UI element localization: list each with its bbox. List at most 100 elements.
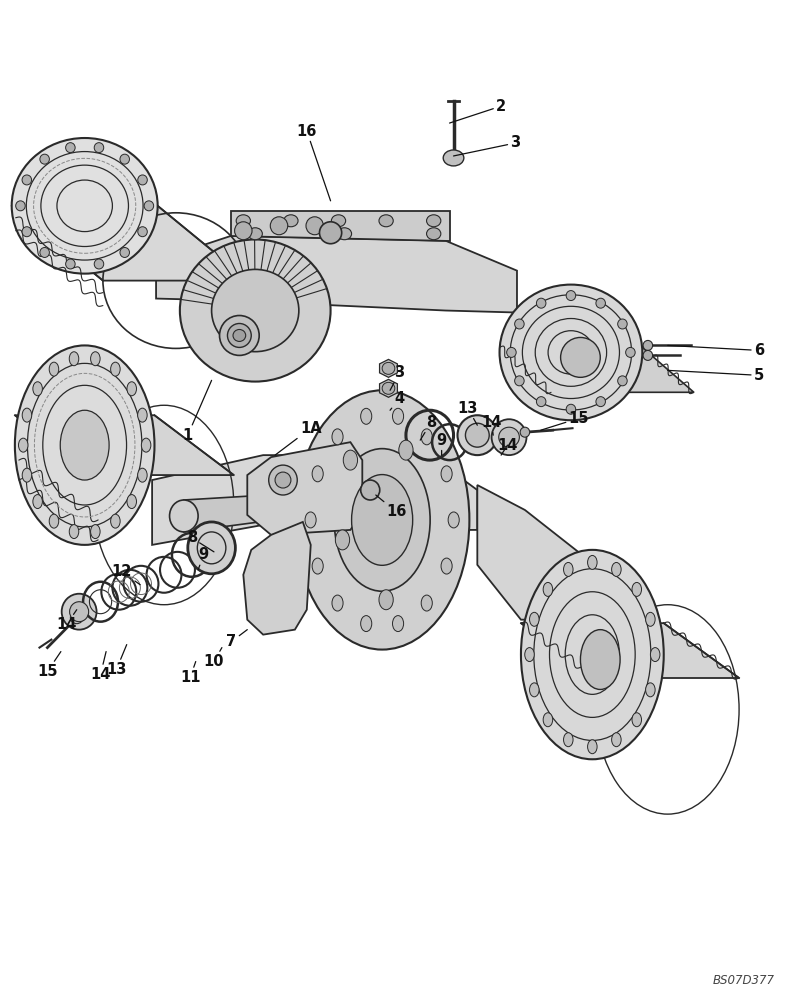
Ellipse shape — [49, 514, 59, 528]
Text: 5: 5 — [668, 368, 764, 383]
Ellipse shape — [379, 215, 393, 227]
Ellipse shape — [334, 449, 430, 591]
Text: 13: 13 — [106, 645, 127, 677]
Ellipse shape — [564, 733, 573, 747]
Ellipse shape — [312, 558, 323, 574]
Ellipse shape — [618, 376, 627, 386]
Text: 12: 12 — [111, 564, 140, 585]
Text: 9: 9 — [198, 547, 209, 570]
Ellipse shape — [441, 466, 452, 482]
Text: 7: 7 — [226, 630, 248, 649]
Text: 15: 15 — [37, 652, 60, 679]
Ellipse shape — [212, 269, 298, 352]
Polygon shape — [156, 236, 517, 313]
Polygon shape — [15, 415, 234, 475]
Ellipse shape — [466, 423, 490, 447]
Ellipse shape — [646, 612, 655, 626]
Ellipse shape — [91, 352, 100, 366]
Polygon shape — [478, 485, 588, 620]
Text: 15: 15 — [540, 411, 589, 430]
Ellipse shape — [228, 323, 252, 347]
Ellipse shape — [421, 429, 432, 445]
Ellipse shape — [626, 347, 635, 357]
Ellipse shape — [40, 247, 49, 257]
Ellipse shape — [427, 215, 441, 227]
Polygon shape — [474, 422, 509, 450]
Text: 3: 3 — [454, 135, 521, 156]
Ellipse shape — [399, 440, 413, 460]
Ellipse shape — [361, 616, 372, 632]
Ellipse shape — [566, 404, 576, 414]
Ellipse shape — [94, 259, 103, 269]
Text: 16: 16 — [297, 124, 330, 201]
Ellipse shape — [543, 713, 552, 727]
Ellipse shape — [421, 595, 432, 611]
Ellipse shape — [587, 740, 597, 754]
Ellipse shape — [500, 285, 642, 420]
Ellipse shape — [127, 495, 136, 509]
Ellipse shape — [643, 350, 653, 360]
Ellipse shape — [180, 239, 330, 382]
Ellipse shape — [525, 648, 534, 662]
Ellipse shape — [22, 175, 32, 185]
Polygon shape — [152, 455, 478, 545]
Ellipse shape — [643, 340, 653, 350]
Ellipse shape — [382, 362, 395, 374]
Ellipse shape — [142, 438, 151, 452]
Ellipse shape — [646, 683, 655, 697]
Ellipse shape — [564, 562, 573, 576]
Ellipse shape — [65, 143, 75, 153]
Text: 6: 6 — [668, 343, 764, 358]
Ellipse shape — [319, 222, 341, 244]
Ellipse shape — [33, 495, 42, 509]
Text: 10: 10 — [204, 648, 224, 669]
Polygon shape — [244, 522, 310, 635]
Text: 13: 13 — [458, 401, 478, 425]
Ellipse shape — [170, 500, 198, 532]
Polygon shape — [500, 347, 694, 392]
Ellipse shape — [335, 530, 349, 550]
Ellipse shape — [492, 419, 526, 455]
Ellipse shape — [448, 512, 459, 528]
Ellipse shape — [529, 683, 539, 697]
Ellipse shape — [537, 298, 546, 308]
Ellipse shape — [269, 465, 297, 495]
Ellipse shape — [111, 514, 120, 528]
Ellipse shape — [295, 390, 470, 650]
Ellipse shape — [127, 382, 136, 396]
Ellipse shape — [361, 480, 380, 500]
Ellipse shape — [338, 228, 352, 240]
Ellipse shape — [392, 408, 404, 424]
Ellipse shape — [69, 525, 79, 539]
Ellipse shape — [650, 648, 660, 662]
Ellipse shape — [94, 143, 103, 153]
Ellipse shape — [40, 154, 49, 164]
Ellipse shape — [111, 362, 120, 376]
Ellipse shape — [543, 582, 552, 596]
Ellipse shape — [284, 215, 298, 227]
Ellipse shape — [138, 468, 147, 482]
Ellipse shape — [441, 558, 452, 574]
Text: 2: 2 — [450, 99, 506, 123]
Ellipse shape — [560, 337, 600, 377]
Ellipse shape — [235, 222, 252, 240]
Ellipse shape — [332, 429, 343, 445]
Ellipse shape — [515, 376, 524, 386]
Ellipse shape — [22, 227, 32, 237]
Ellipse shape — [138, 227, 147, 237]
Text: 14: 14 — [91, 652, 111, 682]
Polygon shape — [380, 379, 397, 397]
Ellipse shape — [22, 468, 32, 482]
Ellipse shape — [611, 562, 621, 576]
Text: 14: 14 — [498, 438, 517, 455]
Ellipse shape — [343, 450, 357, 470]
Ellipse shape — [120, 154, 130, 164]
Ellipse shape — [392, 616, 404, 632]
Ellipse shape — [49, 362, 59, 376]
Ellipse shape — [312, 466, 323, 482]
Text: BS07D377: BS07D377 — [712, 974, 775, 987]
Ellipse shape — [305, 512, 316, 528]
Ellipse shape — [12, 138, 158, 274]
Ellipse shape — [60, 410, 109, 480]
Ellipse shape — [499, 427, 519, 447]
